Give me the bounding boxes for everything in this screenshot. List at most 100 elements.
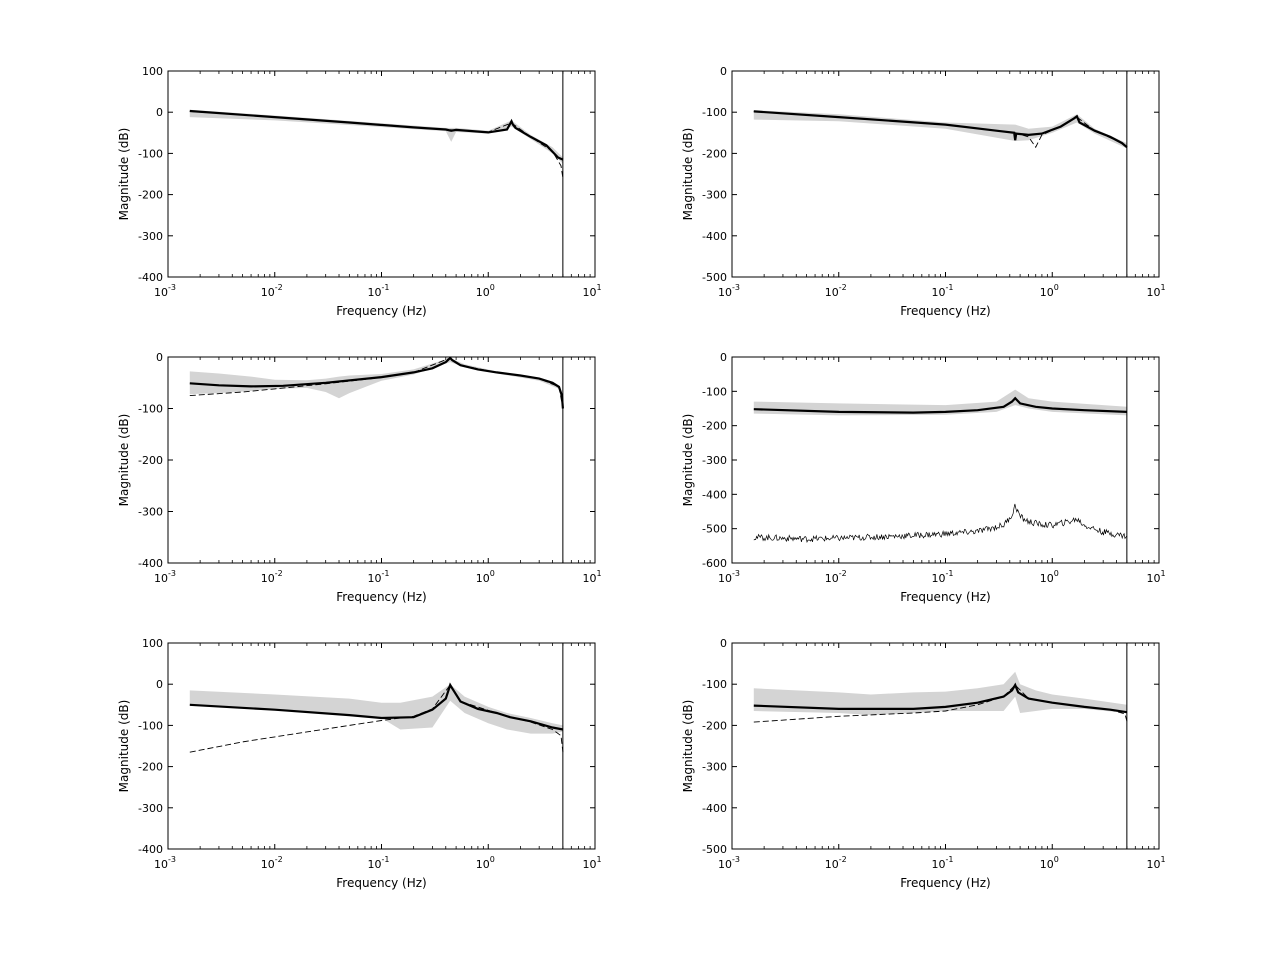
y-tick-label: -500 bbox=[702, 271, 727, 284]
y-tick-label: -100 bbox=[138, 403, 163, 416]
x-tick-label: 10-2 bbox=[261, 855, 283, 871]
series-line-2 bbox=[753, 503, 1128, 544]
y-axis-label: Magnitude (dB) bbox=[681, 414, 695, 507]
y-tick-label: 0 bbox=[720, 637, 727, 650]
confidence-band bbox=[189, 358, 563, 412]
series-line-2 bbox=[753, 110, 1128, 149]
y-tick-label: -200 bbox=[702, 719, 727, 732]
y-axis-label: Magnitude (dB) bbox=[681, 700, 695, 793]
plot-area bbox=[189, 357, 564, 412]
y-tick-label: -400 bbox=[138, 843, 163, 856]
y-tick-label: -400 bbox=[138, 271, 163, 284]
x-tick-label: 100 bbox=[476, 569, 495, 585]
x-tick-label: 10-2 bbox=[261, 283, 283, 299]
y-axis-label: Magnitude (dB) bbox=[117, 414, 131, 507]
y-tick-label: -200 bbox=[138, 189, 163, 202]
series-line-1 bbox=[753, 396, 1127, 414]
confidence-band bbox=[189, 684, 563, 734]
plot-area bbox=[189, 682, 564, 753]
x-tick-label: 101 bbox=[582, 569, 601, 585]
confidence-band bbox=[189, 109, 563, 164]
y-axis-label: Magnitude (dB) bbox=[681, 128, 695, 221]
y-tick-label: 0 bbox=[720, 351, 727, 364]
x-tick-label: 10-1 bbox=[932, 855, 954, 871]
x-axis-label: Frequency (Hz) bbox=[336, 304, 427, 318]
x-tick-label: 10-1 bbox=[368, 855, 390, 871]
series-line-2 bbox=[189, 110, 564, 179]
x-tick-label: 10-3 bbox=[718, 855, 740, 871]
x-tick-label: 100 bbox=[1040, 283, 1059, 299]
x-tick-label: 101 bbox=[1146, 855, 1165, 871]
confidence-band bbox=[753, 389, 1127, 416]
y-tick-label: -400 bbox=[702, 488, 727, 501]
x-tick-label: 101 bbox=[1146, 283, 1165, 299]
x-tick-label: 100 bbox=[1040, 569, 1059, 585]
x-tick-label: 10-2 bbox=[261, 569, 283, 585]
y-tick-label: -200 bbox=[702, 420, 727, 433]
y-tick-label: -500 bbox=[702, 523, 727, 536]
series-line-2 bbox=[753, 684, 1128, 723]
confidence-band bbox=[753, 110, 1127, 149]
plot-area bbox=[189, 109, 564, 179]
y-tick-label: -200 bbox=[702, 147, 727, 160]
x-tick-label: 100 bbox=[1040, 855, 1059, 871]
y-tick-label: -300 bbox=[702, 761, 727, 774]
y-tick-label: 0 bbox=[156, 106, 163, 119]
y-tick-label: 0 bbox=[720, 65, 727, 78]
y-tick-label: -400 bbox=[702, 230, 727, 243]
series-line-1 bbox=[189, 682, 564, 731]
x-axis-label: Frequency (Hz) bbox=[336, 590, 427, 604]
x-axis-label: Frequency (Hz) bbox=[900, 876, 991, 890]
x-tick-label: 10-1 bbox=[932, 569, 954, 585]
confidence-band bbox=[753, 671, 1127, 716]
x-tick-label: 10-1 bbox=[368, 283, 390, 299]
y-tick-label: -300 bbox=[138, 802, 163, 815]
y-tick-label: -100 bbox=[138, 719, 163, 732]
y-tick-label: 100 bbox=[142, 637, 163, 650]
plot-area bbox=[753, 110, 1128, 149]
x-tick-label: 10-1 bbox=[368, 569, 390, 585]
y-tick-label: -300 bbox=[702, 454, 727, 467]
x-tick-label: 10-3 bbox=[154, 569, 176, 585]
y-tick-label: -300 bbox=[138, 506, 163, 519]
y-tick-label: -200 bbox=[138, 454, 163, 467]
series-line-2 bbox=[189, 357, 564, 409]
x-tick-label: 10-3 bbox=[718, 283, 740, 299]
x-tick-label: 10-2 bbox=[825, 855, 847, 871]
x-axis-label: Frequency (Hz) bbox=[336, 876, 427, 890]
x-tick-label: 10-3 bbox=[154, 283, 176, 299]
y-tick-label: -100 bbox=[702, 106, 727, 119]
y-tick-label: -500 bbox=[702, 843, 727, 856]
x-tick-label: 101 bbox=[1146, 569, 1165, 585]
y-tick-label: -100 bbox=[702, 678, 727, 691]
x-tick-label: 10-2 bbox=[825, 569, 847, 585]
y-tick-label: 0 bbox=[156, 351, 163, 364]
plot-area bbox=[753, 389, 1128, 544]
plot-area bbox=[753, 671, 1128, 723]
y-tick-label: 100 bbox=[142, 65, 163, 78]
x-tick-label: 10-2 bbox=[825, 283, 847, 299]
y-tick-label: -300 bbox=[702, 189, 727, 202]
x-tick-label: 10-3 bbox=[718, 569, 740, 585]
x-axis-label: Frequency (Hz) bbox=[900, 590, 991, 604]
x-tick-label: 100 bbox=[476, 855, 495, 871]
y-tick-label: -600 bbox=[702, 557, 727, 570]
x-tick-label: 101 bbox=[582, 855, 601, 871]
y-axis-label: Magnitude (dB) bbox=[117, 128, 131, 221]
x-tick-label: 100 bbox=[476, 283, 495, 299]
y-tick-label: -400 bbox=[138, 557, 163, 570]
x-tick-label: 101 bbox=[582, 283, 601, 299]
y-tick-label: -300 bbox=[138, 230, 163, 243]
x-tick-label: 10-1 bbox=[932, 283, 954, 299]
x-axis-label: Frequency (Hz) bbox=[900, 304, 991, 318]
y-tick-label: -100 bbox=[702, 385, 727, 398]
x-tick-label: 10-3 bbox=[154, 855, 176, 871]
y-tick-label: -200 bbox=[138, 761, 163, 774]
